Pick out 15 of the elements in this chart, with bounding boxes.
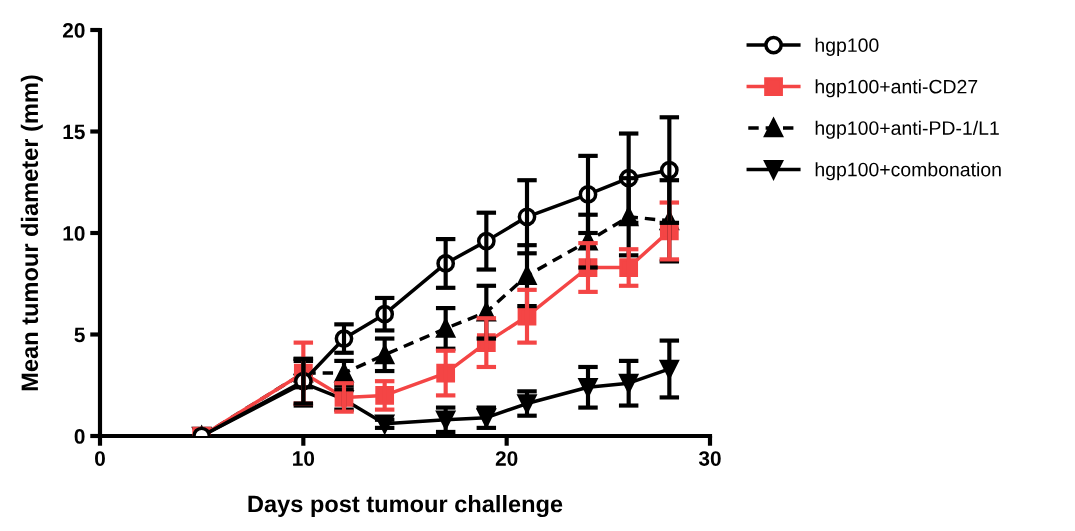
x-tick-label: 10 <box>293 451 315 466</box>
x-tick-label: 0 <box>95 451 105 466</box>
x-tick-label: 30 <box>698 451 721 466</box>
y-tick-label: 20 <box>62 23 85 38</box>
x-axis-title: Days post tumour challenge <box>248 495 563 518</box>
x-tick-label: 20 <box>495 451 518 466</box>
legend-label: hgp100+anti-PD-1/L1 <box>815 120 999 139</box>
y-tick-label: 10 <box>63 226 85 241</box>
legend-label: hgp100+combonation <box>815 162 1001 181</box>
y-tick-label: 5 <box>74 327 85 343</box>
legend-label: hgp100 <box>815 37 879 56</box>
y-tick-label: 15 <box>63 124 85 140</box>
legend-label: hgp100+anti-CD27 <box>815 79 978 98</box>
y-tick-label: 0 <box>74 429 85 444</box>
y-axis-title: Mean tumour diameter (mm) <box>20 75 43 391</box>
